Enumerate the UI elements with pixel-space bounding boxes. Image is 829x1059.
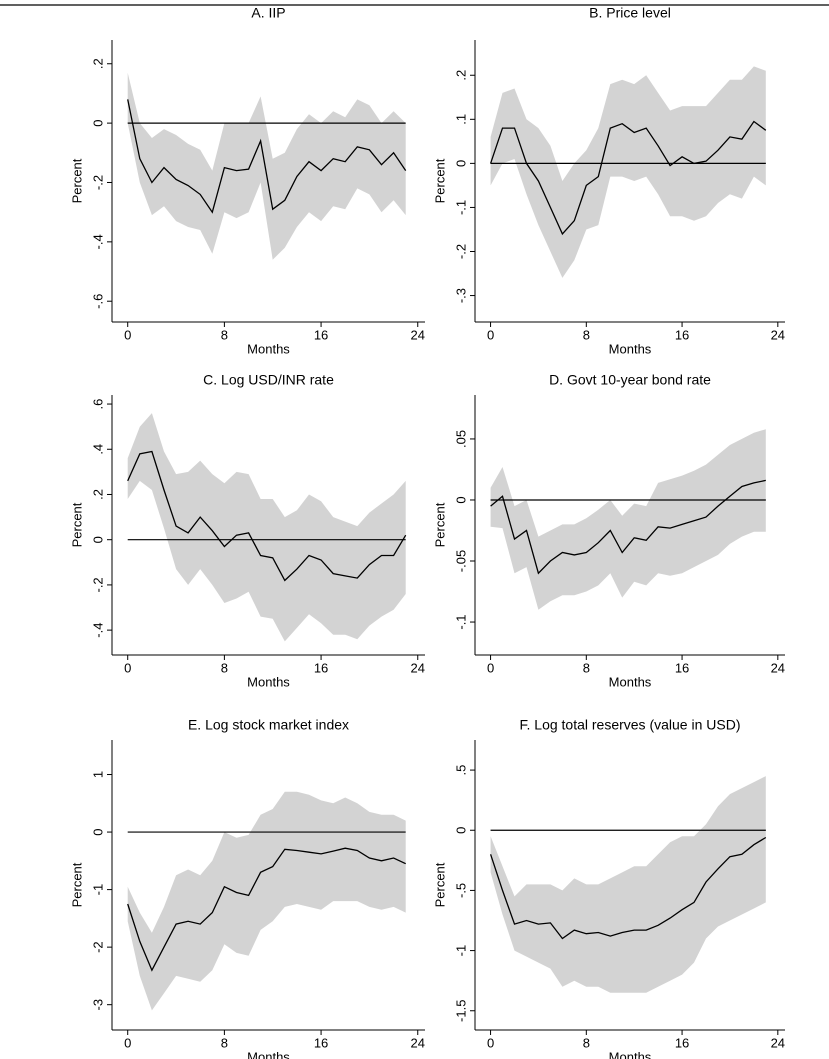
x-tick-label: 8 <box>583 660 590 675</box>
y-tick-label: .4 <box>90 444 105 455</box>
response-line <box>127 847 406 972</box>
y-axis-label: Percent <box>69 158 84 203</box>
x-tick-label: 16 <box>314 327 328 342</box>
response-line <box>127 450 407 582</box>
confidence-band <box>127 413 406 642</box>
y-axis-label: Percent <box>69 862 84 907</box>
y-tick-label: .2 <box>90 58 105 69</box>
x-tick-label: 24 <box>411 1035 425 1050</box>
y-tick-label: 0 <box>90 536 105 543</box>
y-tick-label: 0 <box>90 119 105 126</box>
x-tick-label: 8 <box>221 660 228 675</box>
x-axis-label: Months <box>247 341 290 356</box>
y-tick-label: 0 <box>90 828 105 835</box>
x-axis-label: Months <box>247 674 290 689</box>
response-line <box>127 99 407 214</box>
y-tick-label: -.4 <box>90 234 105 249</box>
response-line <box>489 120 767 236</box>
y-tick-label: -.6 <box>90 294 105 309</box>
y-tick-label: 0 <box>453 160 468 167</box>
y-tick-label: -.2 <box>90 175 105 190</box>
y-tick-label: -.1 <box>453 200 468 215</box>
confidence-band <box>127 72 406 260</box>
confidence-band <box>490 429 766 610</box>
y-tick-label: -.3 <box>453 288 468 303</box>
x-axis-label: Months <box>247 1049 290 1059</box>
panel-title: D. Govt 10-year bond rate <box>549 372 711 388</box>
y-tick-label: 1 <box>90 771 105 778</box>
y-tick-label: -.2 <box>90 577 105 592</box>
x-tick-label: 24 <box>411 660 425 675</box>
y-tick-label: -2 <box>90 941 105 953</box>
x-tick-label: 8 <box>221 1035 228 1050</box>
x-tick-label: 0 <box>487 327 494 342</box>
response-line <box>490 479 766 575</box>
y-tick-label: .5 <box>453 765 468 776</box>
x-tick-label: 8 <box>221 327 228 342</box>
y-axis-label: Percent <box>432 158 447 203</box>
x-tick-label: 0 <box>124 1035 131 1050</box>
x-tick-label: 8 <box>583 1035 590 1050</box>
confidence-band <box>127 791 406 1011</box>
y-tick-label: -1.5 <box>453 1000 468 1022</box>
y-tick-label: -3 <box>90 999 105 1011</box>
y-tick-label: 0 <box>453 827 468 834</box>
x-tick-label: 16 <box>314 660 328 675</box>
x-axis-label: Months <box>609 1049 652 1059</box>
x-tick-label: 24 <box>411 327 425 342</box>
panel-title: C. Log USD/INR rate <box>203 372 334 388</box>
x-tick-label: 16 <box>675 1035 689 1050</box>
panel-title: E. Log stock market index <box>188 717 349 733</box>
confidence-band <box>490 66 766 278</box>
y-tick-label: -.05 <box>453 550 468 572</box>
x-tick-label: 24 <box>771 660 785 675</box>
panel-title: B. Price level <box>589 5 671 21</box>
y-axis-label: Percent <box>69 502 84 547</box>
panel-title: A. IIP <box>251 5 285 21</box>
y-tick-label: -.1 <box>453 614 468 629</box>
y-axis-label: Percent <box>432 862 447 907</box>
y-tick-label: .6 <box>90 399 105 410</box>
panel-title: F. Log total reserves (value in USD) <box>520 717 741 733</box>
x-tick-label: 0 <box>124 660 131 675</box>
y-tick-label: .2 <box>453 70 468 81</box>
x-axis-label: Months <box>609 674 652 689</box>
y-tick-label: .2 <box>90 489 105 500</box>
x-tick-label: 0 <box>487 1035 494 1050</box>
confidence-band <box>490 776 766 993</box>
x-axis-label: Months <box>609 341 652 356</box>
y-tick-label: -.4 <box>90 623 105 638</box>
y-tick-label: .1 <box>453 114 468 125</box>
y-tick-label: -1 <box>90 884 105 896</box>
y-tick-label: -1 <box>453 945 468 957</box>
y-tick-label: -.2 <box>453 244 468 259</box>
y-axis-label: Percent <box>432 502 447 547</box>
x-tick-label: 16 <box>675 327 689 342</box>
x-tick-label: 0 <box>124 327 131 342</box>
response-line <box>489 836 767 940</box>
x-tick-label: 24 <box>771 1035 785 1050</box>
y-tick-label: -.5 <box>453 883 468 898</box>
x-tick-label: 16 <box>675 660 689 675</box>
x-tick-label: 16 <box>314 1035 328 1050</box>
y-tick-label: .05 <box>453 430 468 448</box>
x-tick-label: 8 <box>583 327 590 342</box>
x-tick-label: 24 <box>771 327 785 342</box>
y-tick-label: 0 <box>453 496 468 503</box>
x-tick-label: 0 <box>487 660 494 675</box>
